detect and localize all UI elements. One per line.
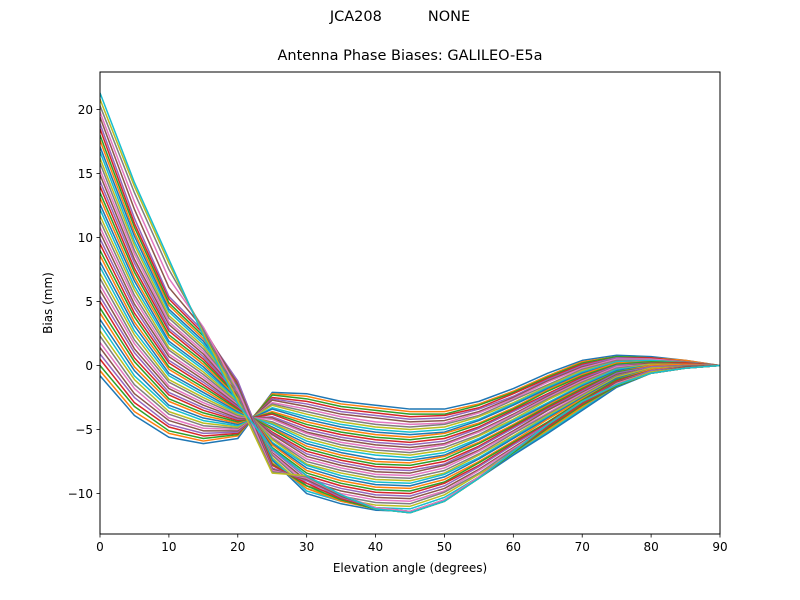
x-tick-label: 20	[230, 540, 246, 554]
series-line-s12	[100, 312, 720, 438]
x-tick-label: 40	[367, 540, 384, 554]
x-tick-label: 10	[161, 540, 177, 554]
series-line-s17	[100, 284, 720, 451]
series-line-s28	[100, 220, 720, 479]
series-line-s37	[100, 169, 720, 502]
y-tick-label: 15	[77, 166, 93, 181]
series-line-s05	[100, 353, 720, 435]
x-tick-label: 80	[643, 540, 659, 554]
y-tick-label: −5	[75, 422, 93, 437]
x-tick-label: 0	[96, 540, 104, 554]
y-axis-label: Bias (mm)	[41, 272, 55, 334]
x-tick-label: 70	[574, 540, 590, 554]
series-line-s34	[100, 186, 720, 495]
series-line-s25	[100, 238, 720, 472]
series-line-s18	[100, 278, 720, 454]
series-line-s33	[100, 192, 720, 492]
series-line-s31	[100, 203, 720, 487]
y-tick-label: 10	[77, 230, 93, 245]
series-line-s26	[100, 232, 720, 474]
series-line-s21	[100, 261, 720, 462]
series-line-s08	[100, 335, 720, 430]
chart-title: Antenna Phase Biases: GALILEO-E5a	[277, 48, 543, 64]
series-line-s29	[100, 215, 720, 482]
series-line-s23	[100, 249, 720, 467]
y-tick-label: 0	[85, 358, 93, 373]
y-axis-ticks	[96, 109, 100, 494]
series-line-s36	[100, 174, 720, 500]
x-tick-label: 50	[436, 540, 453, 554]
x-axis-ticks	[99, 534, 721, 538]
x-axis-label: Elevation angle (degrees)	[332, 561, 488, 575]
series-line-s15	[100, 296, 720, 446]
series-line-s13	[100, 307, 720, 441]
y-tick-label: −10	[67, 486, 93, 501]
x-tick-label: 90	[712, 540, 728, 554]
y-tick-label: 5	[85, 294, 93, 309]
x-tick-label: 60	[505, 540, 521, 554]
x-tick-label: 30	[299, 540, 315, 554]
axes-frame	[99, 71, 721, 535]
series-line-s10	[100, 324, 720, 433]
series-line-s03	[100, 355, 720, 440]
y-tick-label: 20	[77, 102, 93, 117]
series-lines	[100, 92, 720, 514]
series-line-s20	[100, 266, 720, 459]
figure-suptitle: JCA208 NONE	[329, 9, 471, 25]
series-line-s01	[100, 354, 720, 445]
series-line-s07	[100, 342, 720, 431]
series-line-s50	[100, 92, 720, 514]
